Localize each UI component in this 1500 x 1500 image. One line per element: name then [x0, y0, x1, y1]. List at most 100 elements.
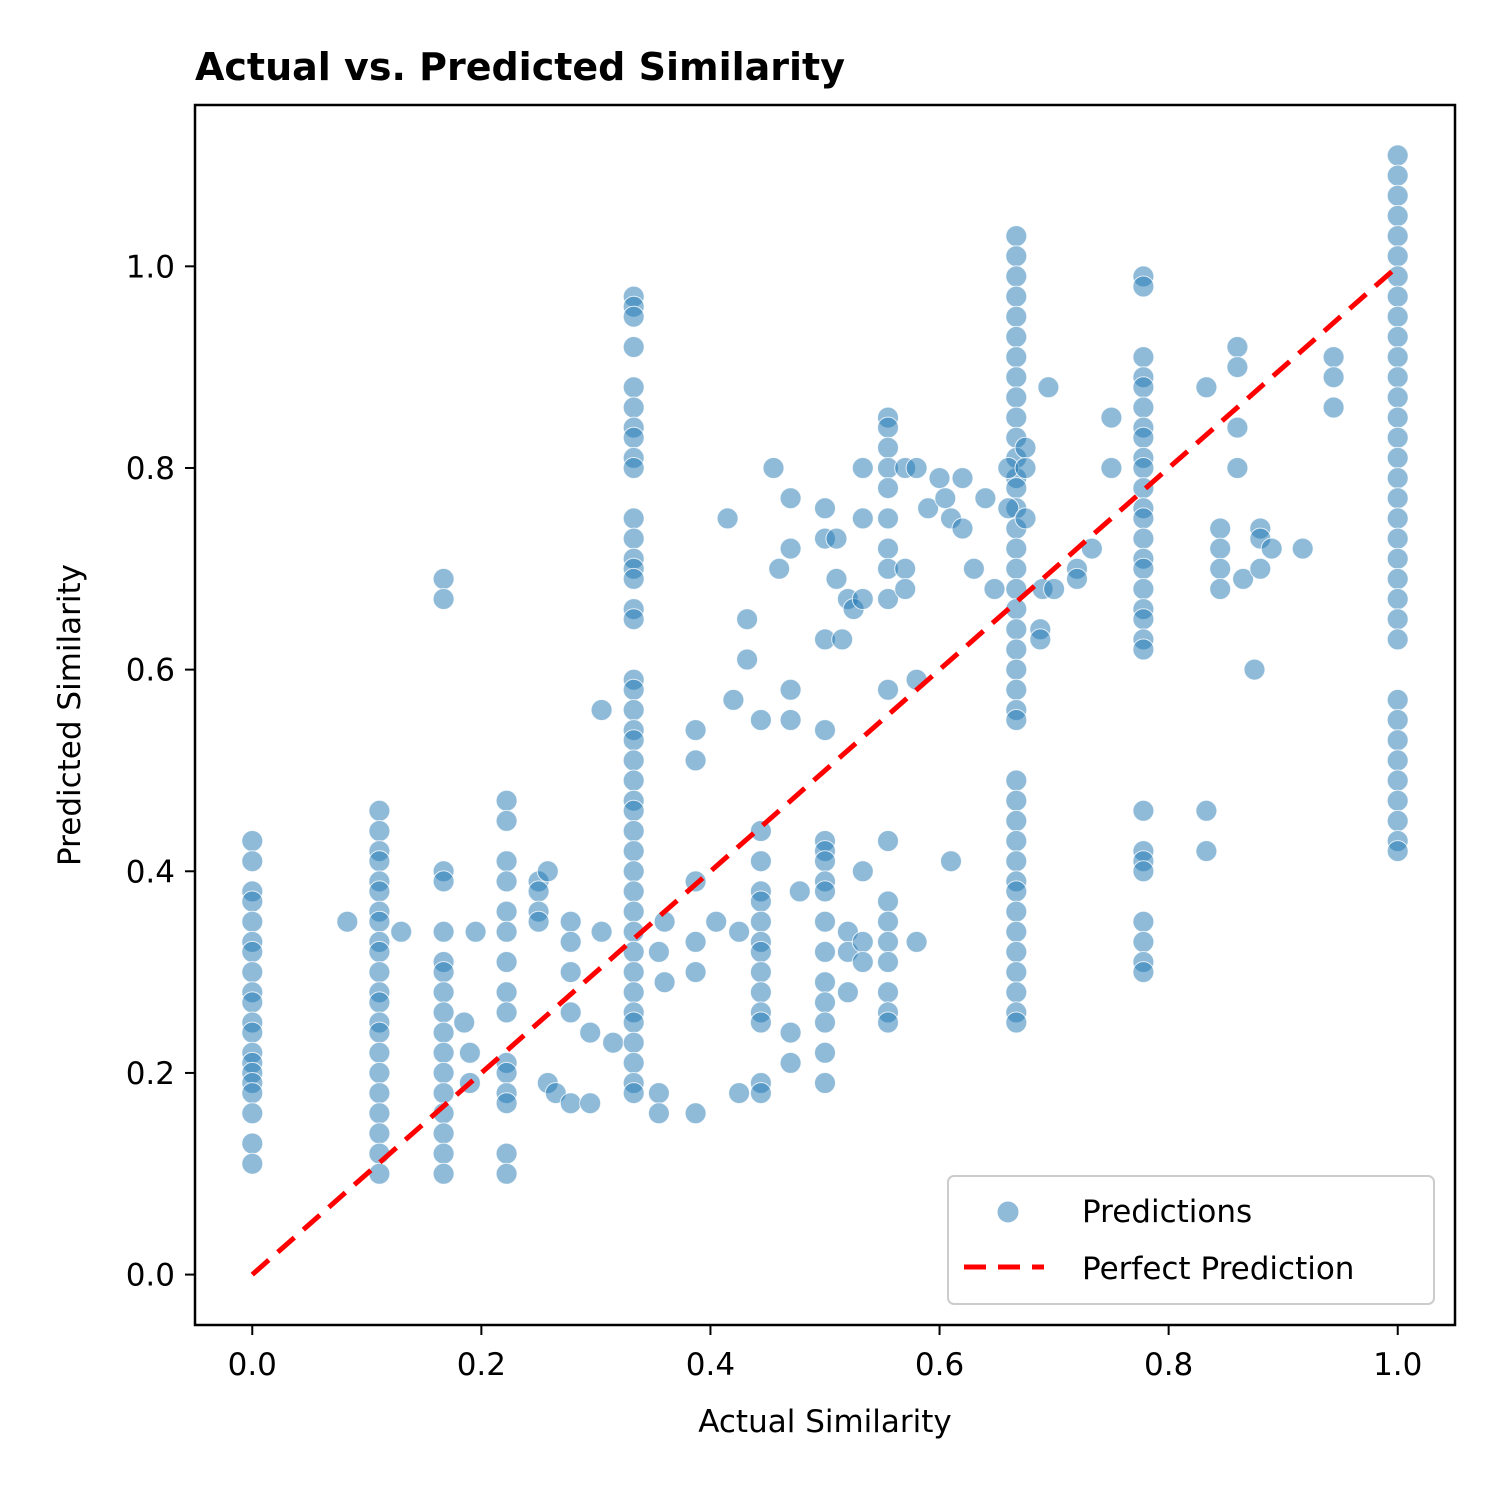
scatter-point [851, 507, 874, 530]
scatter-point [1100, 457, 1123, 479]
scatter-point [1005, 961, 1028, 984]
scatter-point [432, 1021, 455, 1044]
scatter-point [684, 930, 707, 953]
scatter-point [527, 880, 550, 903]
x-tick-label: 0.8 [1144, 1347, 1193, 1383]
y-tick-label: 0.2 [126, 1056, 175, 1092]
scatter-point [877, 436, 899, 459]
scatter-point [622, 1082, 645, 1105]
scatter-point [1386, 164, 1409, 187]
scatter-point [241, 1102, 264, 1125]
scatter-point [749, 1011, 772, 1034]
scatter-point [940, 850, 962, 873]
y-tick-label: 0.0 [126, 1258, 175, 1294]
scatter-point [1243, 658, 1266, 681]
scatter-point [1386, 225, 1409, 248]
scatter-point [1386, 406, 1409, 429]
scatter-point [622, 940, 645, 963]
scatter-point [1386, 840, 1409, 863]
scatter-point [432, 920, 455, 943]
scatter-point [368, 1061, 391, 1084]
scatter-point [1195, 376, 1218, 399]
scatter-point [1249, 557, 1272, 580]
scatter-point [1386, 749, 1409, 772]
scatter-point [905, 930, 928, 953]
scatter-point [905, 457, 928, 479]
scatter-point [877, 981, 899, 1004]
scatter-point [622, 608, 645, 631]
scatter-point [241, 850, 264, 873]
scatter-point [877, 890, 899, 913]
legend-label-predictions: Predictions [1082, 1194, 1252, 1230]
legend-label-perfect-prediction: Perfect Prediction [1082, 1251, 1354, 1287]
scatter-point [647, 1082, 670, 1105]
scatter-point [749, 890, 772, 913]
scatter-point [622, 527, 645, 550]
scatter-point [1043, 578, 1066, 600]
scatter-point [622, 820, 645, 842]
scatter-point [622, 840, 645, 863]
scatter-point [622, 678, 645, 701]
scatter-point [1209, 578, 1232, 600]
scatter-point [432, 588, 455, 610]
scatter-point [432, 1061, 455, 1084]
scatter-point [368, 799, 391, 822]
scatter-point [559, 961, 582, 984]
scatter-point [684, 1102, 707, 1125]
scatter-point [559, 910, 582, 933]
scatter-point [749, 709, 772, 731]
scatter-point [559, 1092, 582, 1115]
scatter-point [622, 981, 645, 1004]
scatter-point [432, 1041, 455, 1064]
scatter-point [495, 1001, 518, 1024]
scatter-point [1322, 396, 1345, 419]
scatter-point [825, 527, 848, 550]
scatter-point [1209, 517, 1232, 540]
scatter-point [1132, 426, 1155, 449]
scatter-point [432, 1082, 455, 1105]
scatter-point [749, 940, 772, 963]
scatter-point [622, 1051, 645, 1074]
scatter-point [1226, 336, 1249, 358]
scatter-point [622, 1011, 645, 1034]
plot-area-frame [193, 103, 1457, 1327]
scatter-point [368, 820, 391, 842]
scatter-point [453, 1011, 476, 1034]
scatter-point [722, 688, 745, 711]
scatter-point [1014, 436, 1037, 459]
scatter-point [622, 799, 645, 822]
scatter-point [1386, 426, 1409, 449]
scatter-point [241, 991, 264, 1014]
scatter-point [1005, 265, 1028, 288]
scatter-point [495, 789, 518, 812]
scatter-point [1005, 709, 1028, 731]
scatter-point [1260, 537, 1283, 560]
scatter-point [368, 1082, 391, 1105]
scatter-point [1386, 688, 1409, 711]
scatter-point [1386, 628, 1409, 651]
points-layer [241, 144, 1409, 1185]
x-tick-label: 0.4 [686, 1347, 735, 1383]
perfect-prediction-line [250, 264, 1400, 1277]
scatter-point [622, 900, 645, 923]
scatter-point [814, 991, 836, 1014]
scatter-point [495, 1092, 518, 1115]
scatter-point [1291, 537, 1314, 560]
scatter-point [1005, 245, 1028, 268]
legend-marker-predictions [996, 1200, 1020, 1224]
scatter-point [458, 1041, 481, 1064]
scatter-point [736, 608, 759, 631]
scatter-point [1132, 557, 1155, 580]
scatter-point [368, 1122, 391, 1145]
scatter-point [1132, 910, 1155, 933]
scatter-point [1386, 386, 1409, 409]
scatter-point [1066, 567, 1088, 590]
scatter-point [1005, 809, 1028, 832]
scatter-point [983, 578, 1006, 600]
legend: Predictions Perfect Prediction [947, 1175, 1435, 1305]
scatter-point [432, 1162, 455, 1185]
scatter-point [1386, 588, 1409, 610]
scatter-point [779, 487, 802, 510]
scatter-point [877, 951, 899, 973]
scatter-point [1132, 578, 1155, 600]
